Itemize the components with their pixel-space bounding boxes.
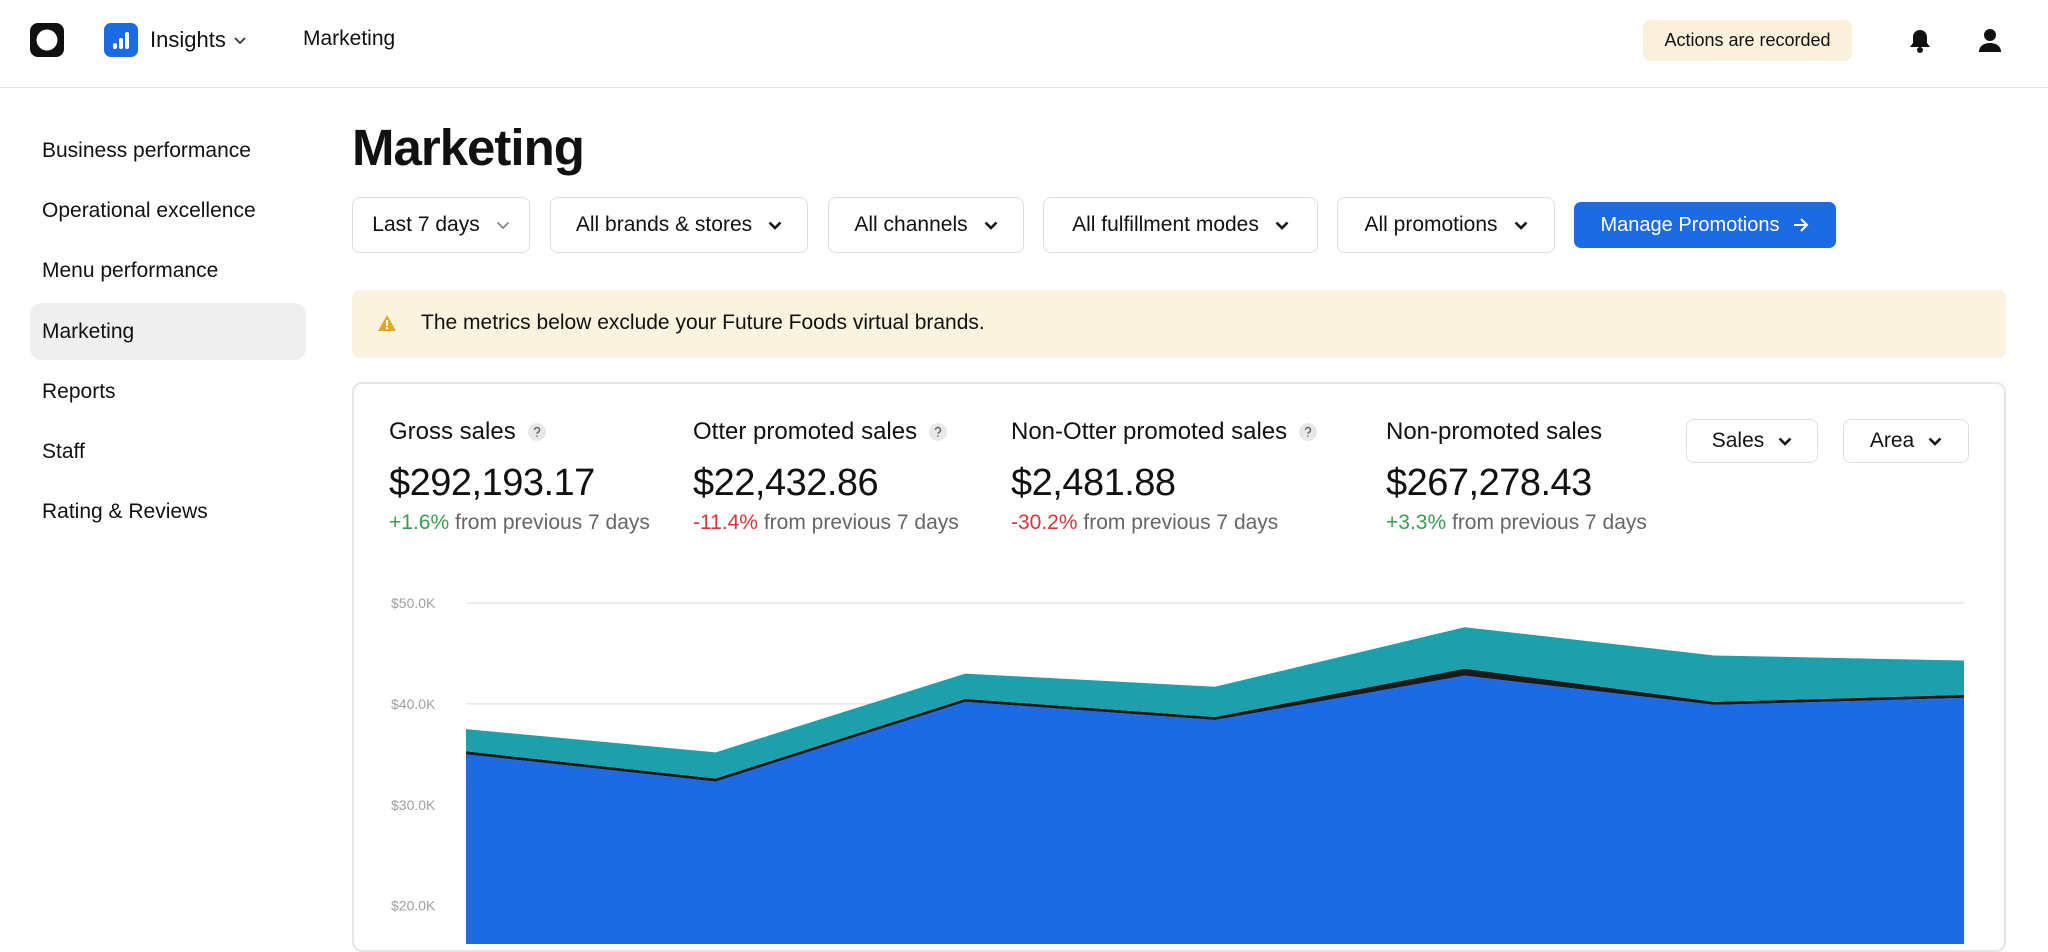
app-chevron[interactable] [234,37,246,45]
chevron-path[interactable] [496,221,509,229]
sidebar-item[interactable]: Menu performance [42,258,219,282]
change-comparison: from previous 7 days [1451,511,1647,534]
metric-name: Non-Otter promoted sales [1011,418,1288,445]
help-glyph[interactable] [533,426,540,437]
chevron-icon[interactable] [1778,437,1792,446]
warning-icon [378,315,396,331]
sidebar-item[interactable]: Reports [42,379,116,403]
y-tick-label: $30.0K [391,797,436,813]
chevron-icon[interactable] [984,221,998,230]
metric-change: +1.6% from previous 7 days [389,511,650,535]
chart-control[interactable]: Area [1843,419,1969,463]
change-comparison: from previous 7 days [763,511,959,534]
filter-dropdown[interactable]: Last 7 days [352,197,530,253]
chevron-icon[interactable] [1275,221,1289,230]
sidebar-item[interactable]: Staff [42,439,85,463]
arrow-icon[interactable] [1793,218,1809,232]
app-name[interactable]: Insights [150,27,226,52]
change-value: -30.2% [1011,511,1078,534]
y-tick-label: $20.0K [391,898,436,914]
sidebar-item[interactable]: Business performance [42,138,251,162]
chevron-icon[interactable] [1514,221,1528,230]
help-icon[interactable] [1299,423,1318,441]
metric-value: $292,193.17 [389,462,595,504]
metric-change: -30.2% from previous 7 days [1011,511,1278,535]
page-title: Marketing [352,119,585,176]
help-icon[interactable] [527,423,546,441]
metric-label: Non-Otter promoted sales [1011,418,1318,446]
change-comparison: from previous 7 days [1083,511,1279,534]
metric-name: Non-promoted sales [1386,418,1603,445]
help-circle[interactable] [527,423,546,441]
button-label[interactable]: Manage Promotions [1600,213,1780,236]
sidebar-item[interactable]: Rating & Reviews [42,499,208,523]
control-label[interactable]: Area [1869,429,1915,452]
bell-icon[interactable] [1909,28,1931,54]
area-series [466,668,1964,782]
manage-promotions-button[interactable]: Manage Promotions [1574,202,1836,248]
filter-label[interactable]: All channels [854,213,968,236]
change-value: +1.6% [389,511,450,534]
section-name: Marketing [303,27,396,50]
chart-control[interactable]: Sales [1686,419,1818,463]
chevron-path[interactable] [1778,437,1792,446]
chevron-icon[interactable] [496,221,510,230]
sidebar-item[interactable]: Operational excellence [42,198,256,222]
chevron-path[interactable] [768,221,782,230]
chevron-path[interactable] [1928,437,1942,446]
metric-label: Otter promoted sales [693,418,948,446]
recorded-badge: Actions are recorded [1643,20,1852,61]
metric-value: $22,432.86 [693,462,879,504]
chevron-path[interactable] [1275,221,1289,230]
filter-label[interactable]: All promotions [1364,213,1498,236]
banner-text: The metrics below exclude your Future Fo… [421,311,985,334]
insights-icon[interactable] [104,23,138,57]
notice-banner [352,290,2006,358]
metric-label: Gross sales [389,418,546,446]
chevron-path[interactable] [984,221,998,230]
metric-name: Otter promoted sales [693,418,918,445]
filter-label[interactable]: All brands & stores [575,213,753,236]
control-label[interactable]: Sales [1711,429,1765,452]
help-circle[interactable] [929,423,948,441]
metric-change: +3.3% from previous 7 days [1386,511,1647,535]
filter-label[interactable]: Last 7 days [372,213,480,236]
metric-change: -11.4% from previous 7 days [693,511,959,535]
chevron-path[interactable] [1514,221,1527,230]
filter-label[interactable]: All fulfillment modes [1072,213,1259,236]
metric-value: $267,278.43 [1386,462,1592,504]
area-series [466,627,1964,779]
metric-label: Non-promoted sales [1386,418,1602,446]
filter-dropdown[interactable]: All promotions [1337,197,1555,253]
area-series [466,675,1964,944]
change-value: +3.3% [1386,511,1447,534]
y-tick-label: $50.0K [391,595,436,611]
logo[interactable] [30,23,64,57]
top-bar [0,0,2048,88]
y-tick-label: $40.0K [391,696,436,712]
change-value: -11.4% [693,511,758,534]
chevron-icon[interactable] [1928,437,1942,446]
help-icon[interactable] [929,423,948,441]
chevron-icon[interactable] [768,221,782,230]
profile-icon[interactable] [1978,28,2002,52]
help-circle[interactable] [1299,423,1318,441]
help-glyph[interactable] [1304,426,1312,437]
metric-value: $2,481.88 [1011,462,1176,504]
change-comparison: from previous 7 days [454,511,650,534]
sidebar-item[interactable]: Marketing [30,303,306,360]
filter-dropdown[interactable]: All channels [828,197,1024,253]
filter-dropdown[interactable]: All brands & stores [550,197,808,253]
metric-name: Gross sales [389,418,516,445]
filter-dropdown[interactable]: All fulfillment modes [1043,197,1318,253]
help-glyph[interactable] [934,426,942,437]
